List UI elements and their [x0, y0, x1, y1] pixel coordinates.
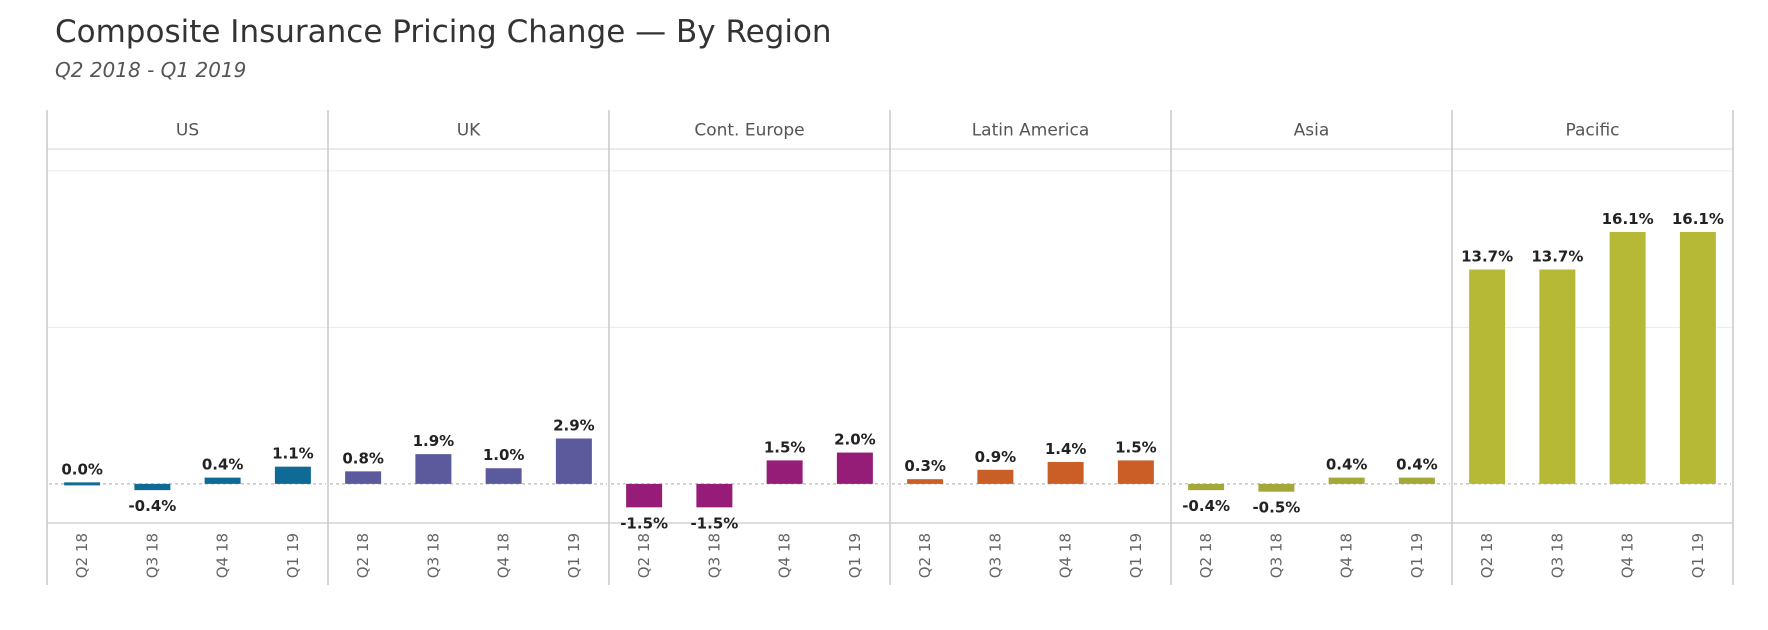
bar: [696, 483, 733, 508]
x-tick-label: Q4 18: [776, 533, 794, 578]
data-label: -0.4%: [1182, 497, 1230, 515]
bar: [1258, 483, 1295, 492]
x-tick-label: Q4 18: [214, 533, 232, 578]
data-label: -0.4%: [128, 497, 176, 515]
bar: [204, 477, 241, 484]
data-label: 2.0%: [834, 431, 876, 449]
panel-header: US: [176, 121, 199, 141]
bar: [1469, 269, 1506, 484]
x-tick-label: Q4 18: [1057, 533, 1075, 578]
bar: [415, 454, 452, 484]
x-tick-label: Q1 19: [1127, 533, 1145, 578]
panel-header: Latin America: [972, 121, 1090, 141]
x-tick-label: Q2 18: [916, 533, 934, 578]
bar: [836, 452, 873, 484]
x-tick-label: Q2 18: [354, 533, 372, 578]
bar: [1398, 477, 1435, 484]
chart-title: Composite Insurance Pricing Change — By …: [55, 14, 832, 50]
x-tick-label: Q1 19: [565, 533, 583, 578]
x-tick-label: Q3 18: [705, 533, 723, 578]
data-label: 0.4%: [1326, 456, 1368, 474]
bar: [64, 482, 101, 486]
x-tick-label: Q3 18: [1267, 533, 1285, 578]
bar: [1609, 231, 1646, 484]
bar: [1117, 460, 1154, 484]
x-tick-label: Q3 18: [1548, 533, 1566, 578]
data-label: 0.9%: [975, 448, 1017, 466]
data-label: -0.5%: [1252, 499, 1300, 517]
data-label: 0.3%: [904, 457, 946, 475]
data-label: 13.7%: [1461, 247, 1513, 265]
x-tick-label: Q3 18: [143, 533, 161, 578]
panel-header: Asia: [1294, 121, 1330, 141]
x-tick-label: Q2 18: [73, 533, 91, 578]
bar: [766, 460, 803, 484]
panel-header: UK: [457, 121, 481, 141]
x-tick-label: Q4 18: [1619, 533, 1637, 578]
panel-header: Pacific: [1565, 121, 1619, 141]
data-label: 1.5%: [1115, 438, 1157, 456]
bar: [485, 468, 522, 484]
x-tick-label: Q3 18: [986, 533, 1004, 578]
bar: [626, 483, 663, 508]
bar: [345, 471, 382, 484]
bar: [907, 479, 944, 484]
data-label: 1.4%: [1045, 440, 1087, 458]
bar: [977, 469, 1014, 484]
data-label: 0.0%: [61, 460, 103, 478]
data-label: -1.5%: [690, 514, 738, 532]
x-tick-label: Q3 18: [424, 533, 442, 578]
x-tick-label: Q1 19: [846, 533, 864, 578]
bar: [1047, 461, 1084, 484]
data-label: 16.1%: [1602, 210, 1654, 228]
x-tick-label: Q2 18: [1478, 533, 1496, 578]
x-tick-label: Q2 18: [635, 533, 653, 578]
bar: [1679, 231, 1716, 484]
data-label: 0.4%: [202, 456, 244, 474]
x-tick-label: Q4 18: [495, 533, 513, 578]
data-label: 16.1%: [1672, 210, 1724, 228]
bar: [1539, 269, 1576, 484]
data-label: 13.7%: [1531, 247, 1583, 265]
bar: [134, 483, 171, 491]
x-tick-label: Q1 19: [1408, 533, 1426, 578]
chart-subtitle: Q2 2018 - Q1 2019: [55, 58, 247, 82]
panel-header: Cont. Europe: [694, 121, 804, 141]
data-label: 1.1%: [272, 445, 314, 463]
bar: [555, 438, 592, 484]
x-tick-label: Q1 19: [284, 533, 302, 578]
data-label: 0.4%: [1396, 456, 1438, 474]
data-label: 2.9%: [553, 416, 595, 434]
bar: [274, 466, 311, 484]
data-label: 1.5%: [764, 438, 806, 456]
x-tick-label: Q4 18: [1338, 533, 1356, 578]
bar: [1188, 483, 1225, 491]
data-label: 1.9%: [413, 432, 455, 450]
data-label: 0.8%: [342, 449, 384, 467]
data-label: 1.0%: [483, 446, 525, 464]
data-label: -1.5%: [620, 514, 668, 532]
bar: [1328, 477, 1365, 484]
x-tick-label: Q1 19: [1689, 533, 1707, 578]
x-tick-label: Q2 18: [1197, 533, 1215, 578]
